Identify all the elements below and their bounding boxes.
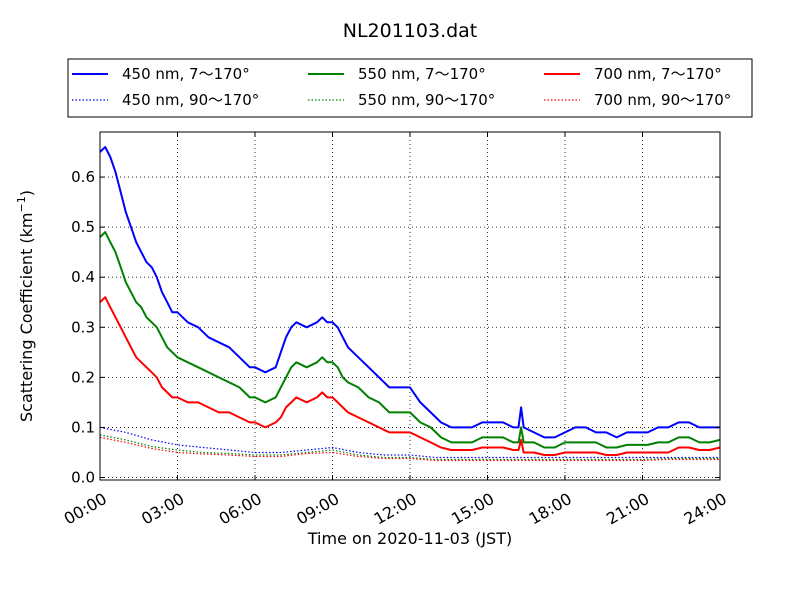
y-tick-label: 0.6	[71, 168, 95, 186]
grid-lines	[100, 132, 720, 480]
series-line-700-nm-7-170-	[99, 296, 721, 456]
y-tick-label: 0.3	[71, 318, 95, 336]
x-tick-label: 18:00	[526, 489, 575, 529]
y-axis-label-main: Scattering Coefficient (km	[17, 212, 36, 422]
legend-entry-label: 700 nm, 7～170°	[594, 65, 722, 83]
y-axis-label-close: )	[17, 190, 36, 196]
legend-entry-label: 450 nm, 90～170°	[122, 91, 259, 109]
x-tick-label: 21:00	[603, 489, 652, 529]
y-tick-label: 0.1	[71, 418, 95, 436]
y-tick-label: 0.2	[71, 368, 95, 386]
x-axis-label: Time on 2020-11-03 (JST)	[307, 529, 512, 548]
y-axis-label: Scattering Coefficient (km−1)	[15, 190, 36, 422]
legend-box	[67, 58, 753, 118]
legend-entry-label: 550 nm, 7～170°	[358, 65, 486, 83]
series-line-550-nm-7-170-	[99, 231, 721, 449]
x-tick-label: 03:00	[138, 489, 187, 529]
x-tick-label: 06:00	[216, 489, 265, 529]
chart-title: NL201103.dat	[343, 20, 478, 42]
x-tick-label: 00:00	[61, 489, 110, 529]
x-tick-label: 24:00	[681, 489, 730, 529]
series-line-450-nm-90-170-	[99, 426, 720, 459]
y-tick-label: 0.5	[71, 218, 95, 236]
y-tick-label: 0.4	[71, 268, 95, 286]
y-axis: 0.0 0.1 0.2 0.3 0.4 0.5 0.6	[71, 168, 720, 486]
x-axis: 00:00 03:00 06:00 09:00 12:00 15:00 18:00 21:00…	[61, 132, 730, 529]
legend: 450 nm, 7～170° 550 nm, 7～170° 700 nm, 7～17…	[67, 58, 753, 118]
series-line-550-nm-90-170-	[99, 434, 720, 461]
legend-entry-label: 700 nm, 90～170°	[594, 91, 731, 109]
legend-entry-label: 450 nm, 7～170°	[122, 65, 250, 83]
x-tick-label: 12:00	[371, 489, 420, 529]
y-axis-label-unit-exponent: −1	[15, 196, 28, 212]
y-tick-label: 0.0	[71, 468, 95, 486]
series-layer	[99, 146, 721, 462]
x-tick-label: 09:00	[293, 489, 342, 529]
legend-entry-label: 550 nm, 90～170°	[358, 91, 495, 109]
series-line-700-nm-90-170-	[99, 436, 720, 462]
series-line-450-nm-7-170-	[99, 146, 720, 439]
x-tick-label: 15:00	[448, 489, 497, 529]
